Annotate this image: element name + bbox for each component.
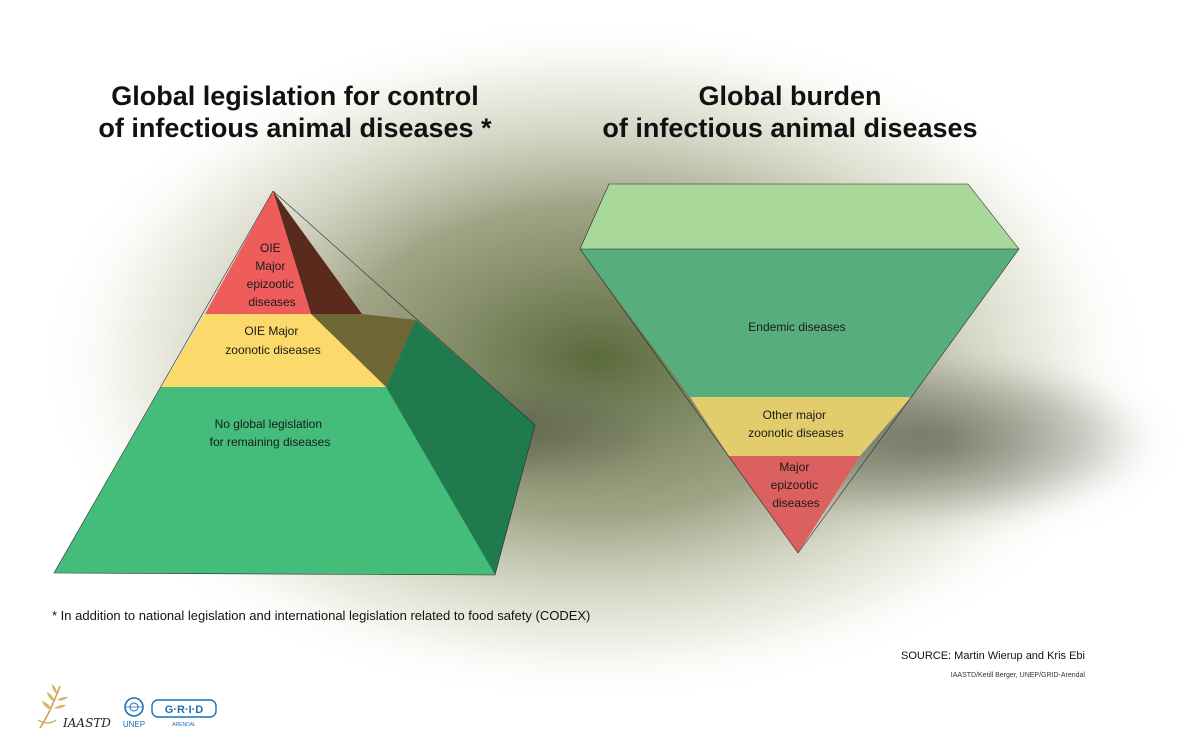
burden-title: Global burden of infectious animal disea… — [602, 81, 978, 143]
inverted-pyramid-tier-middle — [690, 397, 911, 456]
inverted-pyramid-edge — [579, 183, 1020, 554]
pyramid-side-bottom — [386, 320, 535, 575]
legislation-title: Global legislation for control of infect… — [98, 81, 492, 143]
footnote: * In addition to national legislation an… — [52, 608, 591, 623]
arendal-wordmark: ARENDAL — [172, 722, 196, 728]
source-credit: SOURCE: Martin Wierup and Kris Ebi — [901, 650, 1085, 662]
pyramid-tier-top — [205, 191, 311, 314]
pyramid-label-middle: OIE Major zoonotic diseases — [225, 324, 320, 357]
logo-strip: IAASTD UNEP G·R·I·D ARENDAL — [37, 684, 217, 730]
inverted-pyramid-top-face — [580, 184, 1019, 249]
inverted-label-bottom: Major epizootic diseases — [771, 460, 822, 510]
pyramid-edge — [53, 190, 536, 576]
legislation-pyramid: OIE Major epizootic diseases OIE Major z… — [53, 190, 536, 576]
grid-wordmark: G·R·I·D — [165, 704, 204, 716]
pyramid-side-top — [273, 191, 362, 314]
unep-logo: UNEP — [123, 697, 145, 729]
iaastd-wordmark: IAASTD — [62, 716, 111, 730]
iaastd-logo: IAASTD — [37, 684, 111, 730]
inverted-pyramid-tier-bottom — [729, 456, 860, 553]
inverted-pyramid-tier-top — [580, 249, 1019, 397]
pyramid-tier-middle — [161, 314, 386, 387]
unep-wordmark: UNEP — [123, 720, 145, 729]
pyramid-label-top: OIE Major epizootic diseases — [247, 241, 298, 309]
pyramid-label-bottom: No global legislation for remaining dise… — [210, 417, 331, 449]
author-credit: IAASTD/Ketill Berger, UNEP/GRID-Arendal — [950, 672, 1085, 679]
grid-arendal-logo: G·R·I·D ARENDAL — [151, 699, 217, 728]
burden-pyramid: Endemic diseases Other major zoonotic di… — [579, 183, 1020, 554]
pyramid-side-middle — [311, 314, 416, 387]
inverted-label-top: Endemic diseases — [748, 320, 845, 334]
pyramid-tier-bottom — [54, 387, 495, 575]
inverted-label-middle: Other major zoonotic diseases — [748, 408, 843, 440]
